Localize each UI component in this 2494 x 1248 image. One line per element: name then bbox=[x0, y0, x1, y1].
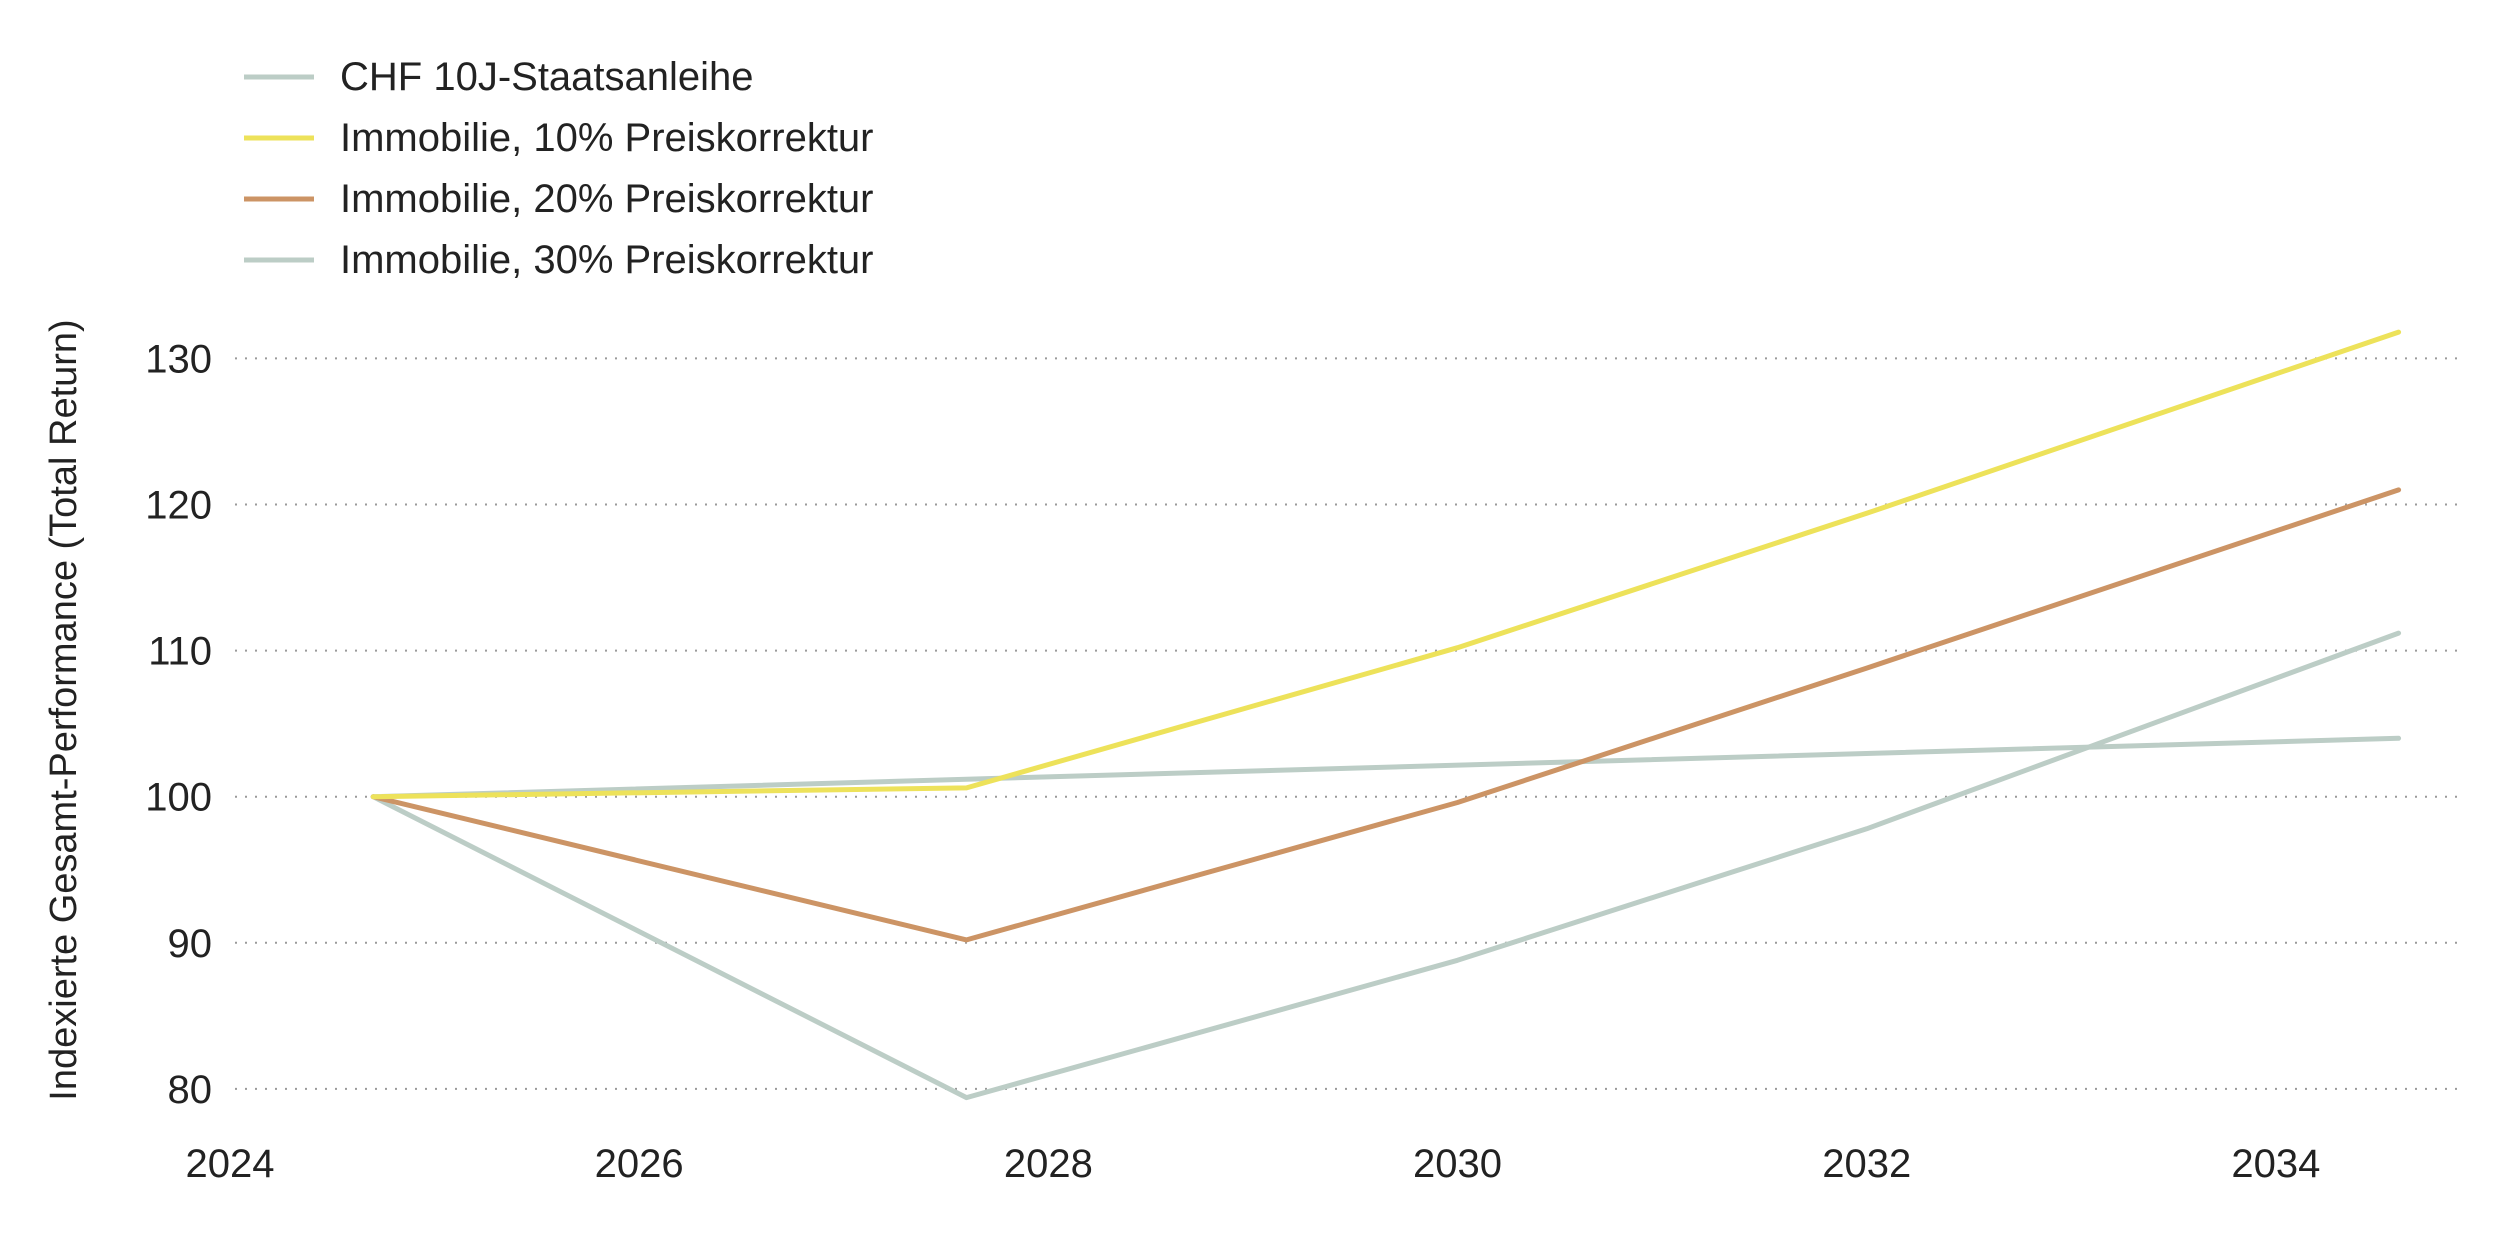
y-tick-label-130: 130 bbox=[145, 337, 212, 381]
x-tick-label-2034: 2034 bbox=[2231, 1142, 2320, 1186]
series-line-3 bbox=[370, 487, 2402, 943]
grid-lines bbox=[235, 357, 2460, 1090]
legend-label-1: CHF 10J-Staatsanleihe bbox=[340, 55, 754, 99]
x-tick-label-2026: 2026 bbox=[595, 1142, 684, 1186]
y-tick-label-110: 110 bbox=[148, 630, 212, 674]
y-tick-labels: 80 90 100 110 120 130 bbox=[145, 337, 212, 1111]
legend-label-3: Immobilie, 20% Preiskorrektur bbox=[340, 177, 874, 221]
legend-label-2: Immobilie, 10% Preiskorrektur bbox=[340, 116, 874, 160]
x-tick-label-2028: 2028 bbox=[1004, 1142, 1093, 1186]
series-lines bbox=[370, 329, 2402, 1101]
y-tick-label-80: 80 bbox=[168, 1068, 213, 1112]
series-line-4 bbox=[370, 630, 2402, 1101]
y-tick-label-120: 120 bbox=[145, 484, 212, 528]
x-tick-label-2024: 2024 bbox=[186, 1142, 275, 1186]
series-line-1 bbox=[370, 735, 2402, 800]
y-tick-label-90: 90 bbox=[168, 922, 213, 966]
x-tick-labels: 2024 2026 2028 2030 2032 2034 bbox=[186, 1142, 2321, 1186]
legend: CHF 10J-Staatsanleihe Immobilie, 10% Prei… bbox=[244, 55, 874, 282]
x-tick-label-2032: 2032 bbox=[1822, 1142, 1911, 1186]
y-axis-label: Indexierte Gesamt-Performance (Total Ret… bbox=[43, 319, 85, 1100]
legend-label-4: Immobilie, 30% Preiskorrektur bbox=[340, 238, 874, 282]
series-line-2 bbox=[370, 329, 2402, 800]
y-tick-label-100: 100 bbox=[145, 776, 212, 820]
x-tick-label-2030: 2030 bbox=[1413, 1142, 1502, 1186]
